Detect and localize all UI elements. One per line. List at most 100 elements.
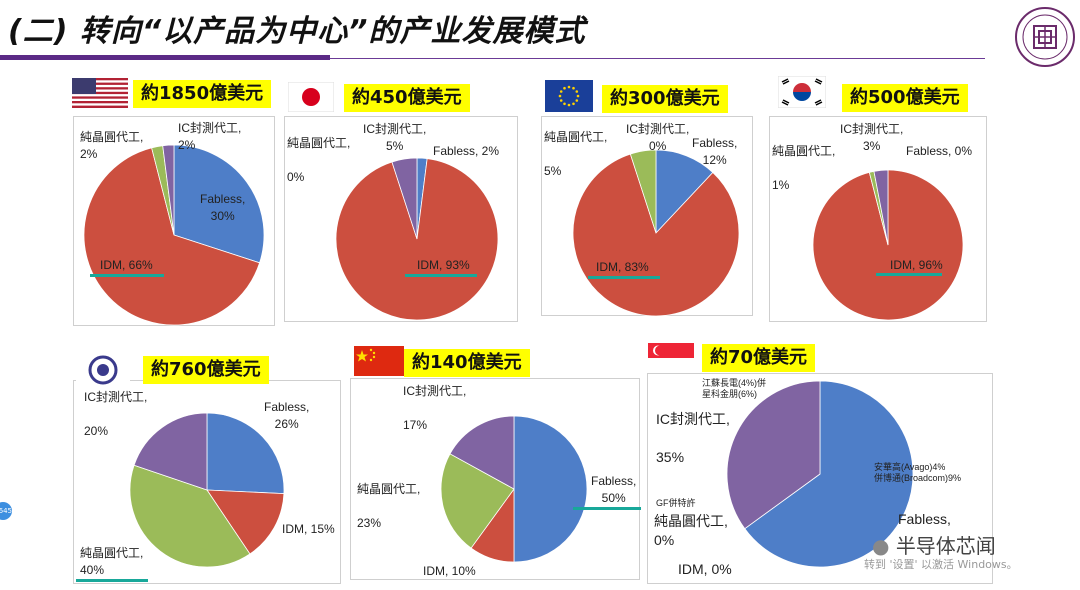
pie-slice-Fabless bbox=[744, 380, 914, 568]
pie-card-korea: IC封測代工, 3% 純晶圓代工, 1% Fabless, 0% IDM, 96% bbox=[769, 116, 987, 322]
pie-card-taiwan: IC封測代工, 20% Fabless, 26% IDM, 15% 純晶圓代工, 40… bbox=[73, 380, 341, 584]
amount-label-taiwan: 約760億美元 bbox=[143, 356, 269, 384]
title-rule-thin bbox=[330, 58, 985, 59]
eu-star bbox=[563, 102, 566, 106]
pie-slice-IDM bbox=[83, 147, 261, 326]
pie-chart-japan bbox=[335, 157, 499, 321]
amount-label-korea: 約500億美元 bbox=[842, 84, 968, 112]
pie-card-singapore: 江蘇長電(4%)併 星科金朋(6%) IC封測代工, 35% 安華高(Avago)4… bbox=[647, 373, 993, 584]
label-fabless: Fabless, 2% bbox=[433, 144, 500, 158]
pie-card-china: IC封測代工, 17% 純晶圓代工, 23% Fabless, 50% IDM, 10… bbox=[350, 378, 641, 580]
fabless-underline bbox=[573, 507, 641, 510]
idm-underline bbox=[90, 274, 164, 277]
pie-chart-usa bbox=[83, 144, 265, 326]
label-osat: IC封測代工, 5% bbox=[363, 122, 427, 153]
pie-chart-china bbox=[440, 415, 588, 563]
label-foundry: 純晶圓代工, 5% bbox=[544, 130, 608, 178]
pie-slice-Fabless bbox=[655, 149, 714, 235]
label-osat: IC封測代工, 0% bbox=[626, 122, 690, 153]
pie-chart-eu bbox=[572, 149, 740, 317]
idm-underline bbox=[405, 274, 477, 277]
label-osat: IC封測代工, 35% bbox=[656, 411, 730, 465]
amount-label-eu: 約300億美元 bbox=[602, 85, 728, 113]
label-fabless: Fabless, bbox=[898, 511, 951, 527]
pie-slice-Fabless bbox=[206, 412, 285, 495]
pie-slice-IDM bbox=[572, 153, 740, 317]
label-foundry: 純晶圓代工, 0% bbox=[287, 136, 351, 184]
pie-chart-korea bbox=[812, 169, 964, 321]
eu-star bbox=[575, 99, 579, 102]
side-badge[interactable]: 645 bbox=[0, 502, 12, 520]
taiwan-flag-icon bbox=[76, 353, 130, 387]
pie-slice-IC封測代工 bbox=[133, 412, 208, 491]
eu-flag-icon bbox=[545, 80, 593, 112]
pie-chart-singapore bbox=[726, 380, 914, 568]
label-fabless: Fabless, 0% bbox=[906, 144, 973, 158]
label-foundry: 純晶圓代工, 0% bbox=[654, 513, 728, 548]
pie-slice-IC封測代工 bbox=[449, 415, 515, 490]
eu-star bbox=[575, 90, 579, 93]
eu-star bbox=[567, 103, 571, 107]
label-osat: IC封測代工, 2% bbox=[178, 121, 242, 152]
label-foundry-note: GF併特許 bbox=[656, 498, 696, 508]
activate-windows-watermark: 转到 '设置' 以激活 Windows。 bbox=[864, 558, 1018, 571]
us-flag-icon bbox=[72, 78, 128, 108]
eu-star bbox=[563, 86, 566, 90]
label-foundry: 純晶圓代工, 1% bbox=[772, 144, 836, 192]
eu-star bbox=[567, 85, 571, 89]
pie-slice-Fabless bbox=[173, 144, 265, 264]
label-foundry: 純晶圓代工, 40% bbox=[80, 546, 144, 577]
label-idm: IDM, 96% bbox=[890, 258, 943, 272]
label-fabless: Fabless, 50% bbox=[591, 474, 637, 505]
label-idm: IDM, 0% bbox=[678, 561, 732, 577]
amount-label-usa: 約1850億美元 bbox=[133, 80, 272, 108]
label-fabless: Fabless, 12% bbox=[692, 136, 738, 167]
label-fabless-note: 安華高(Avago)4% 併博通(Broadcom)9% bbox=[874, 462, 962, 483]
label-osat: IC封測代工, 3% bbox=[840, 122, 904, 153]
label-idm: IDM, 83% bbox=[596, 260, 649, 274]
pie-card-usa: IC封測代工, 2% 純晶圓代工, 2% Fabless, 30% IDM, 66% bbox=[73, 116, 275, 326]
label-idm: IDM, 93% bbox=[417, 258, 470, 272]
label-fabless: Fabless, 30% bbox=[200, 192, 246, 223]
japan-flag-icon bbox=[288, 82, 334, 112]
eu-star bbox=[572, 102, 575, 106]
pie-slice-純晶圓代工 bbox=[629, 149, 657, 234]
label-idm: IDM, 15% bbox=[282, 522, 335, 536]
eu-star bbox=[572, 86, 575, 90]
wechat-icon: ● bbox=[872, 534, 890, 558]
label-foundry: 純晶圓代工, 2% bbox=[80, 130, 144, 161]
eu-star bbox=[558, 94, 562, 98]
idm-underline bbox=[876, 273, 942, 276]
eu-star bbox=[559, 99, 563, 102]
university-seal-logo bbox=[1015, 7, 1075, 67]
label-osat: IC封測代工, 17% bbox=[403, 384, 467, 432]
pie-slice-IC封測代工 bbox=[162, 144, 175, 236]
pie-slice-純晶圓代工 bbox=[129, 464, 251, 568]
title-rule bbox=[0, 55, 330, 60]
eu-star bbox=[559, 90, 563, 93]
korea-flag-icon bbox=[778, 76, 826, 108]
label-idm: IDM, 66% bbox=[100, 258, 153, 272]
pie-slice-Fabless bbox=[513, 415, 588, 563]
singapore-flag-icon bbox=[648, 343, 694, 373]
eu-star bbox=[576, 94, 580, 98]
label-osat-note: 江蘇長電(4%)併 星科金朋(6%) bbox=[702, 378, 767, 399]
pie-card-japan: IC封測代工, 5% 純晶圓代工, 0% Fabless, 2% IDM, 93% bbox=[284, 116, 518, 322]
pie-slice-IDM bbox=[206, 489, 285, 555]
pie-slice-IDM bbox=[335, 158, 499, 321]
amount-label-singapore: 約70億美元 bbox=[702, 344, 816, 372]
label-osat: IC封測代工, 20% bbox=[84, 390, 148, 438]
wechat-watermark: ● 半导体芯闻 bbox=[872, 534, 996, 558]
pie-card-eu: IC封測代工, 0% 純晶圓代工, 5% Fabless, 12% IDM, 83% bbox=[541, 116, 753, 317]
amount-label-japan: 約450億美元 bbox=[344, 84, 470, 112]
pie-slice-純晶圓代工 bbox=[440, 453, 515, 549]
label-foundry: 純晶圓代工, 23% bbox=[357, 482, 421, 530]
label-fabless: Fabless, 26% bbox=[264, 400, 310, 431]
label-idm: IDM, 10% bbox=[423, 564, 476, 578]
idm-underline bbox=[588, 276, 660, 279]
pie-chart-taiwan bbox=[129, 412, 285, 568]
pie-slice-IC封測代工 bbox=[391, 157, 418, 240]
amount-label-china: 約140億美元 bbox=[404, 349, 530, 377]
china-flag-icon bbox=[354, 346, 404, 376]
slide-title: (二) 转向“以产品为中心”的产业发展模式 bbox=[8, 14, 586, 49]
